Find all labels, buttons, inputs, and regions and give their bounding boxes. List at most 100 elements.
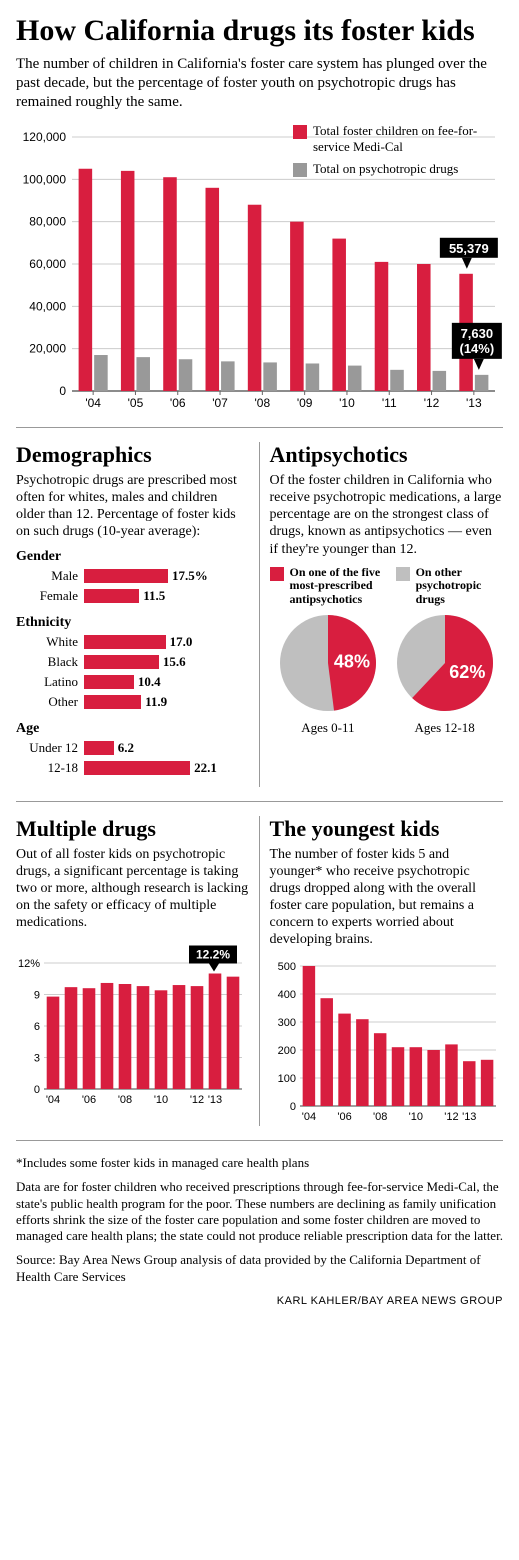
svg-text:120,000: 120,000 xyxy=(23,130,67,144)
antipsychotics-heading: Antipsychotics xyxy=(270,442,504,468)
svg-text:'04: '04 xyxy=(46,1094,60,1106)
legend-label: Total on psychotropic drugs xyxy=(313,161,458,177)
demo-value: 10.4 xyxy=(138,674,161,690)
svg-text:'09: '09 xyxy=(297,396,313,410)
demo-value: 11.5 xyxy=(143,588,165,604)
demographics-panel: Demographics Psychotropic drugs are pres… xyxy=(16,442,260,786)
main-bar-chart: Total foster children on fee-for-service… xyxy=(16,123,503,413)
pie-legend-item: On one of the five most-prescribed antip… xyxy=(270,566,396,607)
antipsychotics-panel: Antipsychotics Of the foster children in… xyxy=(260,442,504,786)
demo-label: Black xyxy=(16,654,84,670)
svg-text:'04: '04 xyxy=(301,1111,315,1123)
demo-bar xyxy=(84,655,159,669)
demo-value: 17.0 xyxy=(170,634,193,650)
svg-text:'07: '07 xyxy=(212,396,228,410)
svg-text:'10: '10 xyxy=(408,1111,422,1123)
svg-text:(14%): (14%) xyxy=(460,341,495,356)
demo-group-title: Ethnicity xyxy=(16,615,249,631)
demographics-heading: Demographics xyxy=(16,442,249,468)
footnote-asterisk: *Includes some foster kids in managed ca… xyxy=(16,1155,503,1171)
demo-label: 12-18 xyxy=(16,760,84,776)
demo-row: Female 11.5 xyxy=(16,587,249,605)
svg-text:20,000: 20,000 xyxy=(29,342,66,356)
legend-swatch xyxy=(293,163,307,177)
legend-item: Total on psychotropic drugs xyxy=(293,161,503,177)
svg-text:'12: '12 xyxy=(190,1094,204,1106)
svg-text:'04: '04 xyxy=(85,396,101,410)
svg-text:'13: '13 xyxy=(208,1094,222,1106)
multiple-heading: Multiple drugs xyxy=(16,816,249,842)
demo-group-title: Gender xyxy=(16,549,249,565)
svg-text:'08: '08 xyxy=(255,396,271,410)
legend-label: On other psychotropic drugs xyxy=(416,566,503,607)
demo-bar xyxy=(84,675,134,689)
svg-text:'13: '13 xyxy=(462,1111,476,1123)
svg-text:'05: '05 xyxy=(128,396,144,410)
demo-row: Under 126.2 xyxy=(16,739,249,757)
demographics-desc: Psychotropic drugs are prescribed most o… xyxy=(16,472,249,540)
pie-legend-item: On other psychotropic drugs xyxy=(396,566,503,607)
demo-value: 22.1 xyxy=(194,760,217,776)
legend-item: Total foster children on fee-for-service… xyxy=(293,123,503,155)
footnotes: *Includes some foster kids in managed ca… xyxy=(16,1155,503,1285)
svg-text:'06: '06 xyxy=(170,396,186,410)
intro-text: The number of children in California's f… xyxy=(16,55,503,111)
svg-text:55,379: 55,379 xyxy=(449,241,489,256)
page-title: How California drugs its foster kids xyxy=(16,14,503,47)
demo-group: Gender Male17.5% Female 11.5 xyxy=(16,549,249,605)
divider xyxy=(16,801,503,802)
multiple-panel: Multiple drugs Out of all foster kids on… xyxy=(16,816,260,1126)
demo-value: 15.6 xyxy=(163,654,186,670)
svg-text:62%: 62% xyxy=(449,662,485,682)
demo-label: Female xyxy=(16,588,84,604)
svg-text:0: 0 xyxy=(34,1084,40,1096)
svg-text:'08: '08 xyxy=(373,1111,387,1123)
demo-group: AgeUnder 126.212-1822.1 xyxy=(16,721,249,777)
svg-text:7,630: 7,630 xyxy=(461,326,494,341)
svg-text:500: 500 xyxy=(277,961,295,973)
demo-bar xyxy=(84,741,114,755)
credit-line: KARL KAHLER/BAY AREA NEWS GROUP xyxy=(16,1295,503,1307)
svg-text:400: 400 xyxy=(277,989,295,1001)
svg-text:'12: '12 xyxy=(444,1111,458,1123)
svg-text:3: 3 xyxy=(34,1052,40,1064)
svg-text:'10: '10 xyxy=(339,396,355,410)
svg-text:48%: 48% xyxy=(334,652,370,672)
svg-text:'08: '08 xyxy=(118,1094,132,1106)
demo-value: 6.2 xyxy=(118,740,134,756)
demo-bar xyxy=(84,569,168,583)
pie-chart: 62% Ages 12-18 xyxy=(397,615,493,736)
demo-bar xyxy=(84,761,190,775)
demo-row: Latino 10.4 xyxy=(16,673,249,691)
youngest-heading: The youngest kids xyxy=(270,816,504,842)
legend-swatch xyxy=(293,125,307,139)
demo-row: Male17.5% xyxy=(16,567,249,585)
multiple-desc: Out of all foster kids on psychotropic d… xyxy=(16,846,249,931)
demo-label: Male xyxy=(16,568,84,584)
svg-text:60,000: 60,000 xyxy=(29,257,66,271)
youngest-desc: The number of foster kids 5 and younger*… xyxy=(270,846,504,948)
svg-text:'06: '06 xyxy=(337,1111,351,1123)
demo-bar xyxy=(84,695,141,709)
svg-text:6: 6 xyxy=(34,1021,40,1033)
pie-label: Ages 12-18 xyxy=(397,720,493,736)
svg-text:80,000: 80,000 xyxy=(29,215,66,229)
svg-text:'06: '06 xyxy=(82,1094,96,1106)
antipsychotics-desc: Of the foster children in California who… xyxy=(270,472,504,557)
svg-text:300: 300 xyxy=(277,1017,295,1029)
demo-bar xyxy=(84,589,139,603)
demo-label: White xyxy=(16,634,84,650)
demo-label: Latino xyxy=(16,674,84,690)
svg-text:0: 0 xyxy=(289,1101,295,1113)
svg-text:'11: '11 xyxy=(382,396,397,410)
demo-row: 12-18 22.1 xyxy=(16,759,249,777)
svg-text:100: 100 xyxy=(277,1073,295,1085)
svg-text:'12: '12 xyxy=(424,396,440,410)
legend-label: On one of the five most-prescribed antip… xyxy=(290,566,396,607)
pie-label: Ages 0-11 xyxy=(280,720,376,736)
svg-text:9: 9 xyxy=(34,989,40,1001)
source-line: Source: Bay Area News Group analysis of … xyxy=(16,1252,503,1285)
svg-text:'13: '13 xyxy=(466,396,482,410)
footnote-methodology: Data are for foster children who receive… xyxy=(16,1179,503,1244)
demo-bar xyxy=(84,635,166,649)
